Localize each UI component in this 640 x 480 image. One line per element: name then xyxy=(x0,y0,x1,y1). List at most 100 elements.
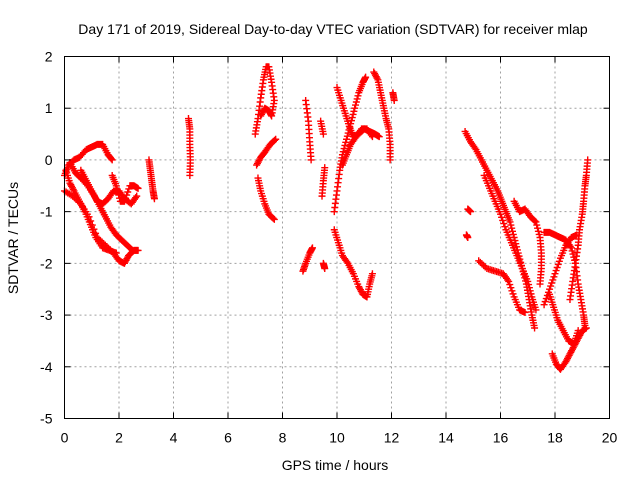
data-point xyxy=(527,290,535,298)
data-point xyxy=(549,276,557,284)
data-point xyxy=(352,101,360,109)
data-point xyxy=(341,141,349,149)
data-point xyxy=(128,245,136,253)
data-point xyxy=(271,136,279,144)
data-point xyxy=(550,273,558,281)
data-point xyxy=(533,221,541,229)
data-point xyxy=(186,171,194,179)
y-tick-label: -2 xyxy=(40,255,53,271)
x-tick-label: 8 xyxy=(279,430,287,446)
data-point xyxy=(270,215,278,223)
data-point xyxy=(499,216,507,224)
data-point xyxy=(584,156,592,164)
data-point xyxy=(362,73,370,81)
y-tick-label: 2 xyxy=(45,49,53,65)
data-point xyxy=(112,182,120,190)
data-point xyxy=(548,279,556,287)
data-point xyxy=(464,234,472,241)
data-point xyxy=(535,230,543,238)
data-point xyxy=(124,188,132,196)
x-tick-label: 10 xyxy=(329,430,345,446)
x-tick-label: 6 xyxy=(224,430,232,446)
data-point xyxy=(115,191,123,199)
data-points xyxy=(61,63,592,373)
data-point xyxy=(343,135,351,143)
data-point xyxy=(122,194,130,202)
data-point xyxy=(269,214,277,222)
data-point xyxy=(524,277,532,285)
data-point xyxy=(569,250,577,258)
x-axis-label: GPS time / hours xyxy=(282,457,389,473)
data-point xyxy=(69,185,77,193)
x-tick-label: 18 xyxy=(547,430,563,446)
x-tick-label: 2 xyxy=(115,430,123,446)
data-point xyxy=(512,240,520,248)
data-point xyxy=(272,135,280,143)
data-point xyxy=(525,281,533,289)
data-point xyxy=(554,260,562,268)
data-point xyxy=(107,155,115,163)
data-point xyxy=(258,110,266,118)
y-tick-label: -5 xyxy=(40,411,53,427)
data-point xyxy=(568,247,576,255)
data-point xyxy=(120,197,128,205)
data-point xyxy=(350,107,358,115)
data-point xyxy=(526,287,534,295)
data-point xyxy=(307,156,315,164)
data-point xyxy=(534,227,542,235)
data-point xyxy=(497,210,504,218)
x-tick-label: 4 xyxy=(170,430,178,446)
data-point xyxy=(257,112,265,120)
data-point xyxy=(547,282,555,290)
data-point xyxy=(386,156,394,164)
data-point xyxy=(551,270,559,278)
y-axis-label: SDTVAR / TECUs xyxy=(5,182,21,294)
x-tick-label: 20 xyxy=(602,430,618,446)
data-point xyxy=(508,287,516,295)
data-point xyxy=(525,284,533,292)
data-point xyxy=(505,277,513,285)
data-point xyxy=(508,224,516,232)
data-point xyxy=(531,324,539,332)
data-point xyxy=(108,156,116,164)
data-point xyxy=(150,195,158,203)
data-point xyxy=(348,114,356,122)
data-point xyxy=(534,224,542,232)
data-point xyxy=(509,290,517,298)
data-point xyxy=(132,194,140,202)
data-point xyxy=(508,227,516,235)
data-point xyxy=(134,184,142,192)
data-point xyxy=(373,74,381,82)
data-point xyxy=(114,188,122,196)
x-tick-label: 16 xyxy=(493,430,509,446)
y-tick-label: 0 xyxy=(45,152,53,168)
y-tick-label: 1 xyxy=(45,100,53,116)
data-point xyxy=(536,280,544,288)
data-point xyxy=(500,220,508,228)
data-point xyxy=(343,132,351,140)
x-tick-label: 12 xyxy=(384,430,400,446)
data-point xyxy=(501,223,509,231)
data-point xyxy=(542,295,550,303)
y-tick-label: -4 xyxy=(40,359,53,375)
data-point xyxy=(504,276,512,284)
data-point xyxy=(321,265,329,273)
data-point xyxy=(506,218,514,226)
data-point xyxy=(321,164,329,172)
data-point xyxy=(123,191,131,199)
data-point xyxy=(375,133,383,141)
data-point xyxy=(541,298,549,306)
data-point xyxy=(567,244,575,252)
data-point xyxy=(351,104,359,112)
data-point xyxy=(339,148,347,156)
data-point xyxy=(532,218,540,226)
data-point xyxy=(582,324,590,332)
data-point xyxy=(507,221,515,229)
data-point xyxy=(498,213,506,221)
data-point xyxy=(555,257,563,265)
x-tick-label: 14 xyxy=(438,430,454,446)
data-point xyxy=(390,96,398,104)
data-point xyxy=(367,131,375,139)
data-point xyxy=(368,133,376,141)
